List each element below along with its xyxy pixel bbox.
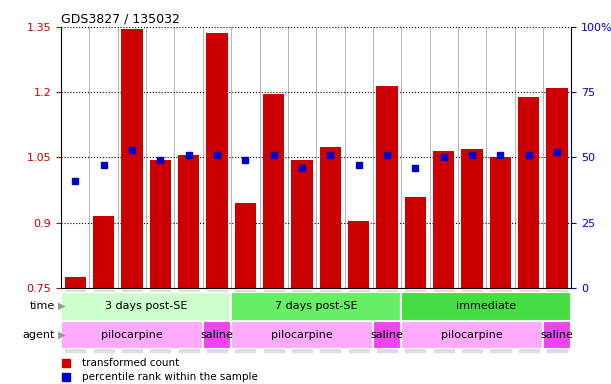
Text: immediate: immediate bbox=[456, 301, 516, 311]
Bar bbox=[93, 216, 114, 288]
Text: ▶: ▶ bbox=[58, 330, 65, 340]
Text: saline: saline bbox=[541, 330, 574, 340]
Bar bbox=[122, 29, 142, 288]
Bar bbox=[178, 155, 199, 288]
Bar bbox=[150, 160, 171, 288]
Bar bbox=[291, 160, 313, 288]
Bar bbox=[376, 86, 398, 288]
Text: transformed count: transformed count bbox=[81, 358, 179, 368]
Text: pilocarpine: pilocarpine bbox=[271, 330, 333, 340]
Bar bbox=[433, 151, 455, 288]
Bar bbox=[320, 147, 341, 288]
Bar bbox=[61, 292, 231, 321]
Bar bbox=[401, 292, 571, 321]
Bar bbox=[348, 220, 369, 288]
Bar bbox=[401, 321, 543, 349]
Bar bbox=[543, 321, 571, 349]
Text: saline: saline bbox=[371, 330, 403, 340]
Bar bbox=[235, 203, 256, 288]
Bar bbox=[207, 33, 228, 288]
Bar bbox=[518, 96, 540, 288]
Text: agent: agent bbox=[23, 330, 55, 340]
Bar bbox=[461, 149, 483, 288]
Bar bbox=[231, 292, 401, 321]
Bar bbox=[546, 88, 568, 288]
Text: percentile rank within the sample: percentile rank within the sample bbox=[81, 372, 257, 382]
Text: pilocarpine: pilocarpine bbox=[441, 330, 503, 340]
Bar bbox=[404, 197, 426, 288]
Bar bbox=[65, 277, 86, 288]
Bar bbox=[61, 321, 203, 349]
Text: time: time bbox=[30, 301, 55, 311]
Bar bbox=[490, 157, 511, 288]
Text: saline: saline bbox=[200, 330, 233, 340]
Bar bbox=[373, 321, 401, 349]
Text: GDS3827 / 135032: GDS3827 / 135032 bbox=[61, 13, 180, 26]
Text: pilocarpine: pilocarpine bbox=[101, 330, 163, 340]
Bar bbox=[263, 94, 284, 288]
Text: 7 days post-SE: 7 days post-SE bbox=[275, 301, 357, 311]
Bar bbox=[203, 321, 231, 349]
Bar bbox=[231, 321, 373, 349]
Text: ▶: ▶ bbox=[58, 301, 65, 311]
Text: 3 days post-SE: 3 days post-SE bbox=[105, 301, 188, 311]
